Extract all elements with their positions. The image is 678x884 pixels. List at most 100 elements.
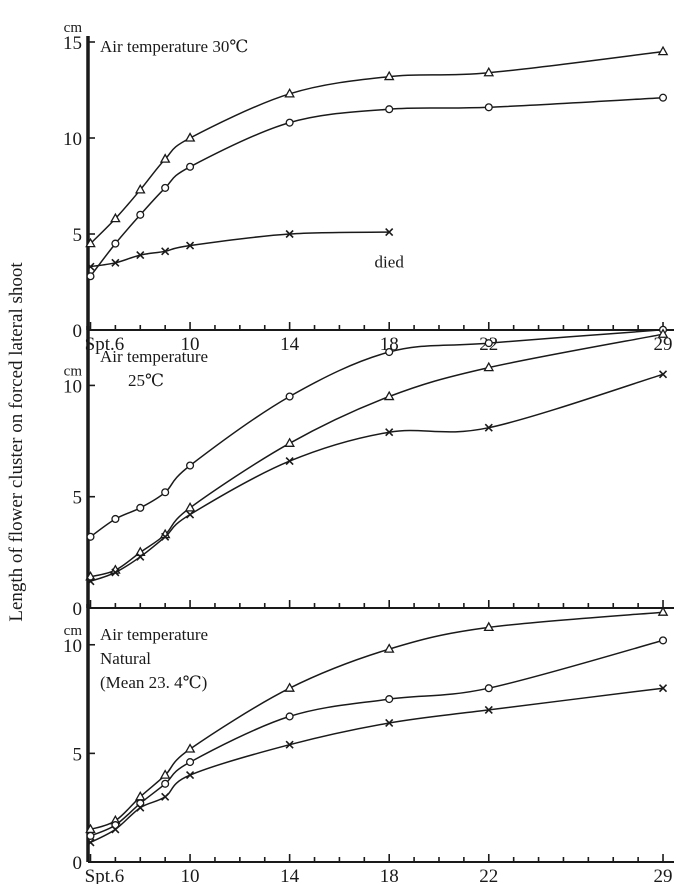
data-point-cross [658, 684, 668, 693]
data-point-triangle [657, 45, 669, 56]
series-line [90, 639, 664, 837]
data-point-triangle [657, 606, 669, 616]
data-point-cross [385, 228, 394, 237]
data-point-triangle [383, 390, 395, 401]
series-circle [86, 93, 668, 281]
y-tick-label: 0 [73, 853, 83, 874]
data-point-cross [161, 532, 170, 541]
data-point-circle [658, 636, 668, 645]
y-tick-label: 10 [63, 129, 82, 150]
x-tick-label: 29 [654, 866, 673, 884]
x-tick-label: 10 [181, 334, 200, 355]
y-unit-label: cm [64, 623, 83, 639]
data-point-circle [111, 239, 120, 248]
y-tick-label: 0 [73, 321, 83, 342]
annotation-line: Natural [100, 649, 151, 668]
data-point-circle [484, 103, 493, 112]
annotation-line: 25℃ [128, 371, 164, 390]
annotation-line: Air temperature [100, 625, 208, 644]
data-point-circle [285, 392, 294, 401]
data-point-triangle [284, 437, 295, 447]
data-point-cross [161, 792, 170, 801]
data-point-triangle [159, 153, 171, 163]
x-tick-label: 10 [181, 866, 200, 884]
data-point-circle [186, 461, 195, 470]
data-point-cross [111, 568, 120, 577]
series-circle [86, 636, 668, 840]
note-died: died [375, 252, 405, 271]
data-point-circle [86, 831, 95, 840]
data-point-triangle [85, 237, 96, 248]
data-point-cross [136, 803, 145, 812]
data-point-circle [484, 684, 493, 693]
x-tick-label: Spt.6 [85, 866, 125, 884]
x-tick-label: 29 [654, 334, 673, 355]
data-point-circle [86, 532, 95, 541]
data-point-cross [161, 247, 170, 256]
series-triangle [85, 45, 669, 248]
series-cross [86, 370, 668, 586]
series-circle [86, 325, 668, 541]
data-point-cross [385, 428, 394, 437]
annotation-line: Air temperature [100, 347, 208, 366]
data-point-circle [161, 779, 170, 788]
annotation-line: Air temperature 30℃ [100, 37, 248, 56]
data-point-circle [186, 162, 195, 171]
series-line [90, 333, 664, 578]
series-triangle [85, 328, 669, 581]
y-unit-label: cm [64, 363, 83, 379]
data-point-triangle [159, 769, 171, 779]
data-point-circle [285, 712, 294, 721]
data-point-cross [285, 457, 294, 466]
panel-annotation: Air temperature 25℃ [100, 347, 208, 390]
x-tick-label: 14 [280, 866, 300, 884]
y-tick-label: 0 [73, 599, 83, 620]
data-point-cross [285, 229, 294, 239]
series-cross [86, 684, 668, 847]
data-point-circle [285, 118, 294, 127]
data-point-cross [185, 510, 195, 519]
y-tick-label: 5 [73, 744, 83, 765]
data-point-cross [136, 552, 145, 561]
data-point-cross [385, 718, 394, 728]
data-point-triangle [184, 502, 196, 512]
data-point-cross [484, 423, 493, 432]
y-tick-label: 10 [63, 636, 82, 657]
data-point-cross [111, 825, 120, 834]
data-point-cross [86, 262, 95, 271]
data-point-triangle [383, 643, 395, 653]
data-point-triangle [284, 682, 295, 692]
data-point-cross [185, 241, 195, 250]
data-point-circle [86, 272, 95, 281]
y-tick-label: 10 [63, 376, 82, 397]
y-tick-label: 5 [73, 488, 83, 509]
data-point-cross [484, 705, 493, 714]
data-point-circle [658, 93, 668, 102]
series-line [90, 231, 390, 268]
data-point-triangle [110, 212, 121, 223]
data-point-circle [161, 183, 170, 192]
y-tick-label: 15 [63, 33, 82, 54]
x-tick-label: 22 [479, 866, 498, 884]
data-point-triangle [483, 361, 495, 372]
data-point-circle [385, 695, 394, 704]
series-line [90, 687, 664, 844]
data-point-cross [111, 258, 120, 267]
data-point-circle [161, 488, 170, 497]
data-point-circle [484, 339, 493, 348]
data-point-triangle [483, 621, 495, 632]
y-tick-label: 5 [73, 225, 83, 246]
y-unit-label: cm [64, 20, 83, 36]
x-tick-label: 14 [280, 334, 300, 355]
data-point-cross [185, 771, 195, 780]
data-point-cross [658, 370, 668, 379]
data-point-circle [136, 503, 145, 512]
series-line [89, 96, 664, 277]
data-point-triangle [184, 743, 196, 753]
data-point-triangle [284, 88, 295, 98]
